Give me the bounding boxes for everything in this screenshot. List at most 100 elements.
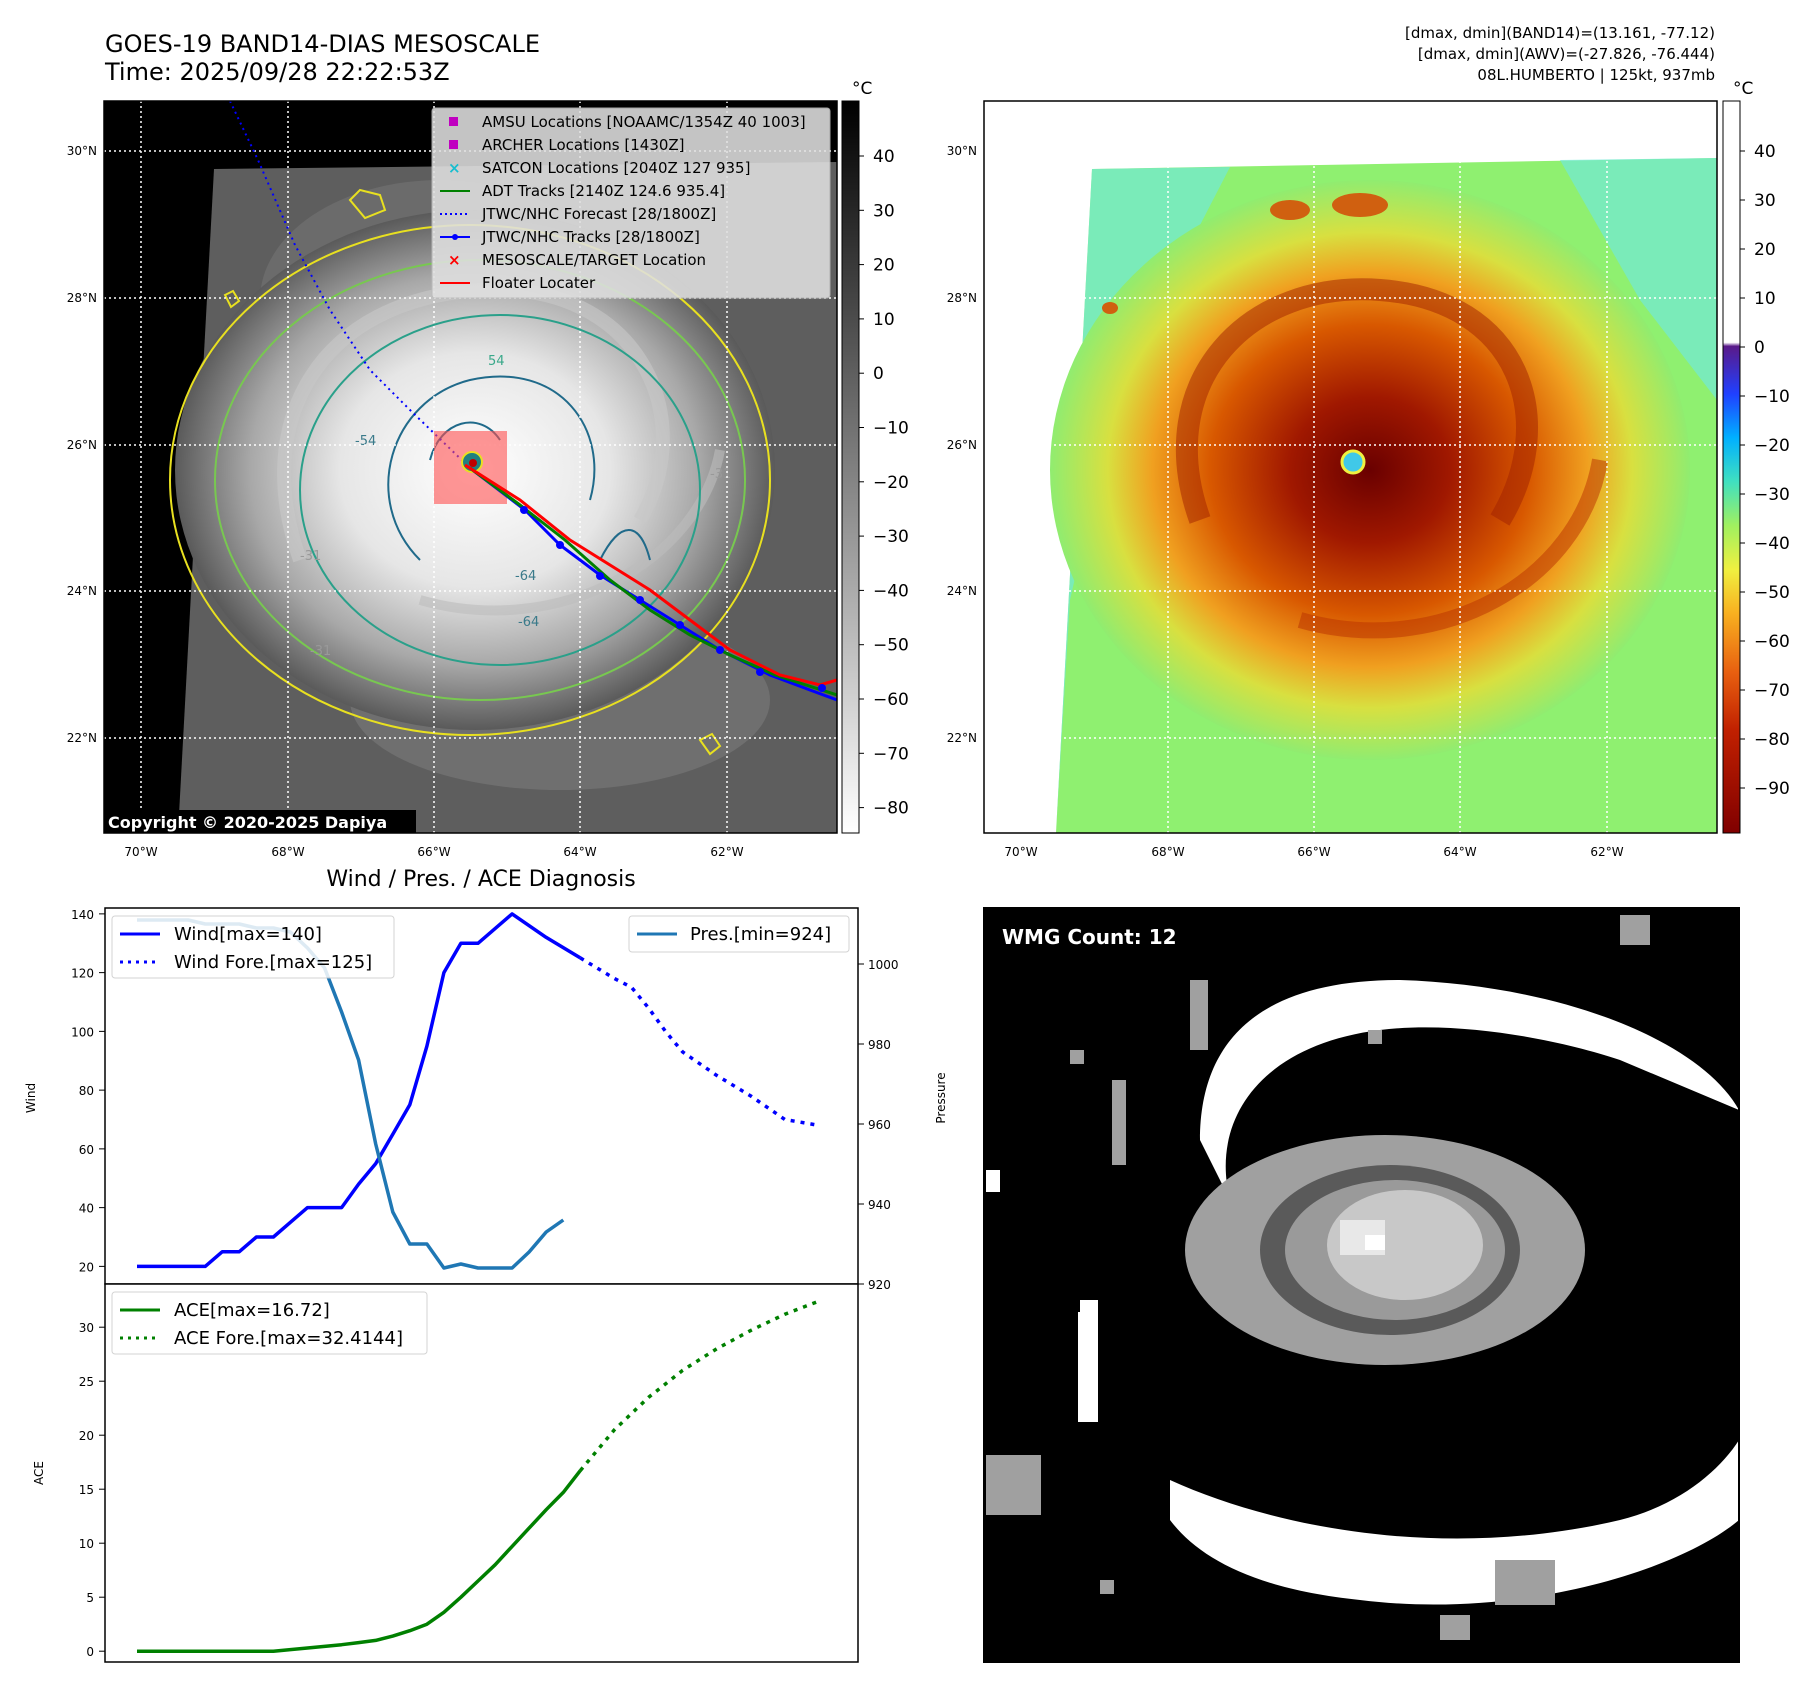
ir-colorbar-ticks: 40 30 20 10 0 −10 −20 −30 −40 −50 −60 −70 −80 — [859, 147, 909, 819]
colorbar-tick-label: −90 — [1754, 779, 1790, 799]
ace-legend — [111, 1291, 428, 1355]
legend-wind-fore: Wind Fore.[max=125] — [174, 952, 372, 973]
colorbar-tick-label: −40 — [1754, 534, 1790, 554]
lat-label: 30°N — [67, 144, 97, 158]
forecast-track — [229, 101, 471, 469]
info-awv: [dmax, dmin](AWV)=(-27.826, -76.444) — [1418, 45, 1715, 63]
wind-tick-label: 120 — [71, 967, 94, 981]
wind-tick-label: 80 — [79, 1084, 94, 1098]
lon-label: 64°W — [563, 845, 596, 859]
contour-label: -64 — [518, 615, 539, 630]
legend-archer-marker — [449, 140, 458, 149]
lat-label: 30°N — [947, 144, 977, 158]
wind-tick-label: 60 — [79, 1143, 94, 1157]
pressure-tick-label: 960 — [868, 1118, 891, 1132]
colorbar-tick-label: 20 — [1754, 240, 1776, 260]
wind-tick-label: 20 — [79, 1260, 94, 1274]
pressure-tick-label: 940 — [868, 1198, 891, 1212]
pressure-legend — [628, 915, 850, 953]
colorbar-tick-label: −10 — [1754, 387, 1790, 407]
colorbar-tick-label: −10 — [873, 419, 909, 439]
colorbar-tick-label: −70 — [873, 744, 909, 764]
info-band14: [dmax, dmin](BAND14)=(13.161, -77.12) — [1405, 24, 1715, 42]
lat-label: 28°N — [947, 291, 977, 305]
colorbar-tick-label: −20 — [873, 473, 909, 493]
wind-tick-label: 140 — [71, 908, 94, 922]
colorbar-tick-label: 20 — [873, 256, 895, 276]
colorbar-tick-label: 30 — [1754, 191, 1776, 211]
wind-series-line — [137, 912, 582, 1269]
wind-legend — [111, 915, 395, 979]
contour-label: -31 — [300, 549, 321, 564]
lon-label: 66°W — [1297, 845, 1330, 859]
contour-label: -31 — [310, 644, 331, 659]
chart-title: Wind / Pres. / ACE Diagnosis — [326, 867, 635, 892]
wind-yticks: 20 40 60 80 100 120 140 — [71, 908, 105, 1274]
wmg-count: WMG Count: 12 — [1002, 925, 1177, 949]
ace-yticks: 0 5 10 15 20 25 30 — [79, 1321, 105, 1659]
ace-tick-label: 15 — [79, 1483, 94, 1497]
wv-map-panel: 30°N 28°N 26°N 24°N 22°N 70°W 68°W 66°W … — [947, 79, 1790, 859]
wv-colorbar-unit: °C — [1733, 79, 1753, 99]
lon-label: 62°W — [1590, 845, 1623, 859]
ir-colorbar-unit: °C — [852, 79, 872, 99]
pressure-axis-label: Pressure — [934, 1072, 948, 1123]
colorbar-tick-label: −40 — [873, 581, 909, 601]
colorbar-tick-label: 0 — [873, 364, 884, 384]
colorbar-tick-label: 30 — [873, 201, 895, 221]
pressure-tick-label: 1000 — [868, 958, 899, 972]
legend-satcon-marker: × — [448, 159, 461, 177]
colorbar-tick-label: 10 — [1754, 289, 1776, 309]
wind-axis-label: Wind — [24, 1083, 38, 1113]
legend-amsu: AMSU Locations [NOAAMC/1354Z 40 1003] — [482, 113, 806, 131]
colorbar-tick-label: 40 — [873, 147, 895, 167]
lat-label: 26°N — [947, 438, 977, 452]
contour-teal — [299, 314, 701, 666]
colorbar-tick-label: 0 — [1754, 338, 1765, 358]
colorbar-tick-label: −70 — [1754, 681, 1790, 701]
colorbar-tick-label: −80 — [873, 799, 909, 819]
figure-time: Time: 2025/09/28 22:22:53Z — [104, 58, 450, 86]
colorbar-tick-label: −60 — [1754, 632, 1790, 652]
colorbar-tick-label: −50 — [1754, 583, 1790, 603]
legend-ace-fore: ACE Fore.[max=32.4144] — [174, 1328, 403, 1349]
lon-label: 64°W — [1443, 845, 1476, 859]
legend-target: MESOSCALE/TARGET Location — [482, 251, 706, 269]
contour-label: -31 — [710, 467, 731, 482]
contour-label: -64 — [515, 569, 536, 584]
lon-label: 70°W — [1004, 845, 1037, 859]
lat-label: 22°N — [947, 731, 977, 745]
legend-satcon: SATCON Locations [2040Z 127 935] — [482, 159, 750, 177]
ace-forecast-line — [578, 1299, 820, 1472]
wind-forecast-line — [579, 956, 820, 1128]
legend-adt: ADT Tracks [2140Z 124.6 935.4] — [482, 182, 725, 200]
observed-track — [469, 466, 837, 702]
lat-label: 26°N — [67, 438, 97, 452]
lat-label: 24°N — [947, 584, 977, 598]
figure-title: GOES-19 BAND14-DIAS MESOSCALE — [105, 30, 540, 58]
colorbar-tick-label: −20 — [1754, 436, 1790, 456]
contour-label: 54 — [488, 354, 505, 369]
info-storm: 08L.HUMBERTO | 125kt, 937mb — [1477, 66, 1715, 84]
wind-tick-label: 40 — [79, 1202, 94, 1216]
lon-label: 68°W — [1151, 845, 1184, 859]
wv-colorbar — [1722, 100, 1741, 834]
floater-track — [464, 463, 837, 687]
ace-tick-label: 10 — [79, 1537, 94, 1551]
wmg-panel: WMG Count: 12 — [983, 907, 1740, 1663]
diagnosis-chart: Wind / Pres. / ACE Diagnosis Wind Pressu… — [24, 867, 948, 1663]
lon-label: 68°W — [271, 845, 304, 859]
legend-floater: Floater Locater — [482, 274, 596, 292]
lat-label: 22°N — [67, 731, 97, 745]
lon-label: 70°W — [124, 845, 157, 859]
pressure-tick-label: 920 — [868, 1278, 891, 1292]
copyright-text: Copyright © 2020-2025 Dapiya — [108, 813, 387, 832]
ace-tick-label: 25 — [79, 1375, 94, 1389]
wv-storm — [1050, 180, 1690, 760]
legend-tracks: JTWC/NHC Tracks [28/1800Z] — [481, 228, 700, 246]
contour-blue — [387, 375, 596, 561]
ir-colorbar — [841, 100, 860, 834]
legend-ace: ACE[max=16.72] — [174, 1300, 330, 1321]
colorbar-tick-label: −30 — [1754, 485, 1790, 505]
wind-tick-label: 100 — [71, 1025, 94, 1039]
